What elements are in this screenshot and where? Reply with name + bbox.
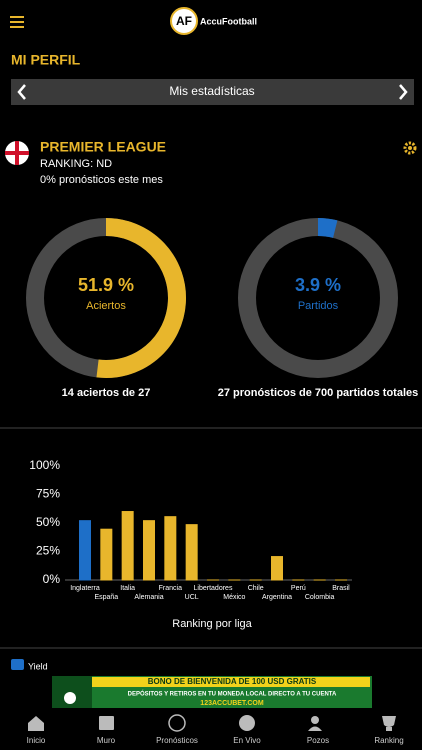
x-tick-label: Libertadores bbox=[194, 585, 233, 592]
bar bbox=[79, 520, 91, 580]
x-tick-label: Italia bbox=[120, 585, 135, 592]
nav-item[interactable]: En Vivo bbox=[233, 736, 261, 745]
x-tick-label: Chile bbox=[248, 585, 264, 592]
league-monthly: 0% pronósticos este mes bbox=[40, 174, 163, 186]
logo-mark: AF bbox=[176, 14, 192, 28]
next-arrow[interactable] bbox=[399, 84, 408, 100]
x-tick-label: Francia bbox=[159, 585, 182, 592]
x-tick-label: Alemania bbox=[134, 594, 163, 601]
logo-badge bbox=[170, 7, 198, 35]
donut-caption: 14 aciertos de 27 bbox=[62, 387, 151, 399]
donut-caption: 27 pronósticos de 700 partidos totales bbox=[218, 387, 419, 399]
y-tick-label: 0% bbox=[43, 572, 61, 586]
bar bbox=[121, 511, 134, 580]
selector-bar[interactable] bbox=[11, 79, 414, 105]
legend-label: Yield bbox=[28, 661, 48, 671]
x-axis-label: Ranking por liga bbox=[172, 618, 252, 630]
donut-value: 3.9 % bbox=[295, 275, 341, 295]
y-tick-label: 100% bbox=[29, 458, 60, 472]
x-tick-label: Perú bbox=[291, 585, 306, 592]
y-tick-label: 50% bbox=[36, 515, 60, 529]
bar bbox=[164, 516, 177, 580]
banner-subline: DEPÓSITOS Y RETIROS EN TU MONEDA LOCAL D… bbox=[128, 690, 337, 698]
donut-arc bbox=[317, 218, 338, 238]
settings-gear[interactable] bbox=[403, 141, 417, 155]
donut-value: 51.9 % bbox=[78, 275, 134, 295]
legend-swatch bbox=[11, 659, 24, 670]
nav-item[interactable]: Ranking bbox=[374, 736, 403, 745]
x-tick-label: México bbox=[223, 594, 245, 601]
x-tick-label: Argentina bbox=[262, 594, 292, 601]
nav-item[interactable]: Pronósticos bbox=[156, 736, 198, 745]
nav-item[interactable]: Muro bbox=[97, 736, 116, 745]
menu-button[interactable] bbox=[10, 16, 24, 28]
bar bbox=[271, 556, 283, 580]
nav-item[interactable]: Pozos bbox=[307, 736, 329, 745]
banner-site: 123ACCUBET.COM bbox=[200, 700, 264, 707]
logo-text: AccuFootball bbox=[200, 16, 257, 26]
x-tick-label: España bbox=[94, 594, 118, 601]
bar bbox=[185, 524, 198, 580]
england-flag bbox=[5, 141, 29, 165]
bar bbox=[143, 520, 155, 580]
donut-arc bbox=[96, 218, 186, 378]
selector-label: Mis estadísticas bbox=[169, 84, 254, 98]
bar bbox=[100, 528, 113, 580]
x-tick-label: Colombia bbox=[305, 594, 335, 601]
league-name: PREMIER LEAGUE bbox=[40, 139, 166, 155]
banner-headline: BONO DE BIENVENIDA DE 100 USD GRATIS bbox=[148, 677, 317, 686]
nav-icons bbox=[28, 714, 396, 732]
ad-banner[interactable]: BONO DE BIENVENIDA DE 100 USD GRATIS DEP… bbox=[52, 676, 372, 708]
x-tick-label: UCL bbox=[185, 594, 199, 601]
donut-label: Partidos bbox=[298, 300, 339, 312]
x-tick-label: Brasil bbox=[332, 585, 350, 592]
donut-label: Aciertos bbox=[86, 300, 126, 312]
league-ranking: RANKING: ND bbox=[40, 158, 112, 170]
y-tick-label: 25% bbox=[36, 544, 60, 558]
x-tick-label: Inglaterra bbox=[70, 585, 100, 592]
page-title: MI PERFIL bbox=[11, 52, 81, 68]
nav-bar bbox=[0, 710, 422, 750]
y-tick-label: 75% bbox=[36, 487, 60, 501]
prev-arrow[interactable] bbox=[17, 84, 26, 100]
nav-item[interactable]: Inicio bbox=[27, 736, 46, 745]
